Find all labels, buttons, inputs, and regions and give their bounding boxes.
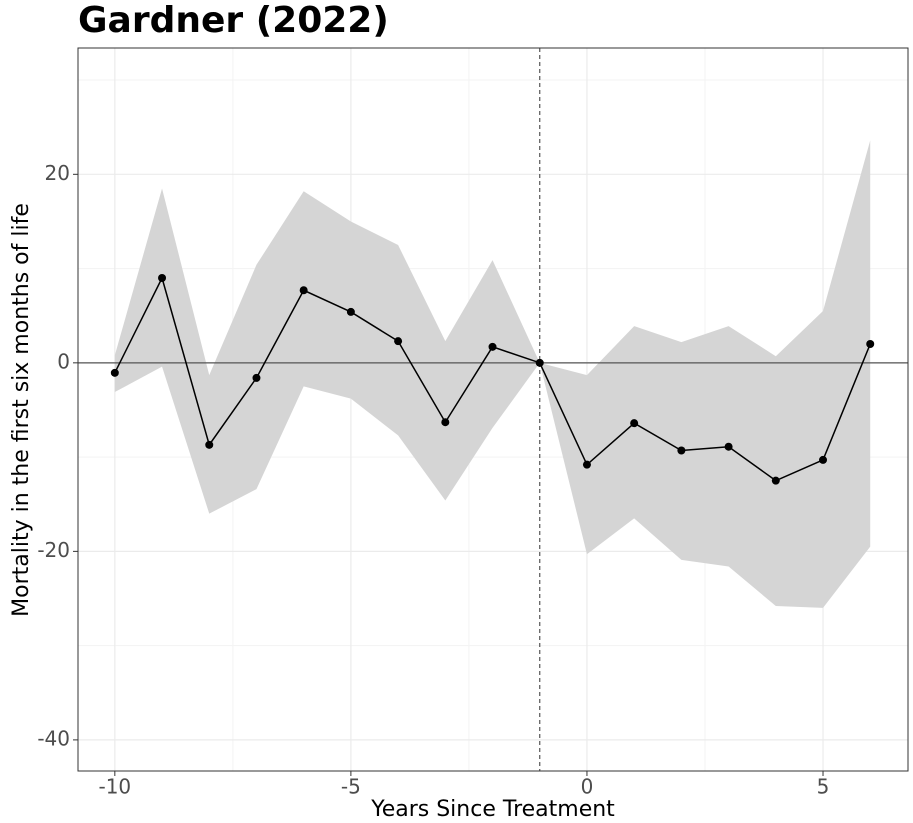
data-point (677, 446, 686, 455)
y-axis-label: Mortality in the first six months of lif… (9, 203, 34, 617)
data-point (582, 460, 591, 469)
data-point (205, 440, 214, 449)
plot-border (77, 47, 909, 772)
confidence-band (114, 140, 871, 608)
y-tick-label: 0 (57, 349, 70, 373)
data-point (299, 286, 308, 295)
data-point (110, 368, 119, 377)
data-point (441, 418, 450, 427)
y-tick-label: -40 (37, 726, 70, 750)
data-point (488, 342, 497, 351)
data-point (771, 476, 780, 485)
x-tick-label: 5 (817, 775, 830, 799)
y-tick-label: -20 (37, 538, 70, 562)
data-point (158, 274, 167, 283)
data-point (866, 339, 875, 348)
data-point (535, 358, 544, 367)
data-point (394, 337, 403, 346)
y-tick-label: 20 (45, 161, 70, 185)
data-point (630, 419, 639, 428)
data-point (819, 455, 828, 464)
x-tick-label: -10 (98, 775, 131, 799)
data-point (346, 307, 355, 316)
x-tick-label: 0 (581, 775, 594, 799)
x-axis-label: Years Since Treatment (370, 797, 615, 822)
chart-title: Gardner (2022) (78, 0, 389, 41)
data-point (252, 373, 261, 382)
x-tick-label: -5 (341, 775, 361, 799)
data-point (724, 442, 733, 451)
